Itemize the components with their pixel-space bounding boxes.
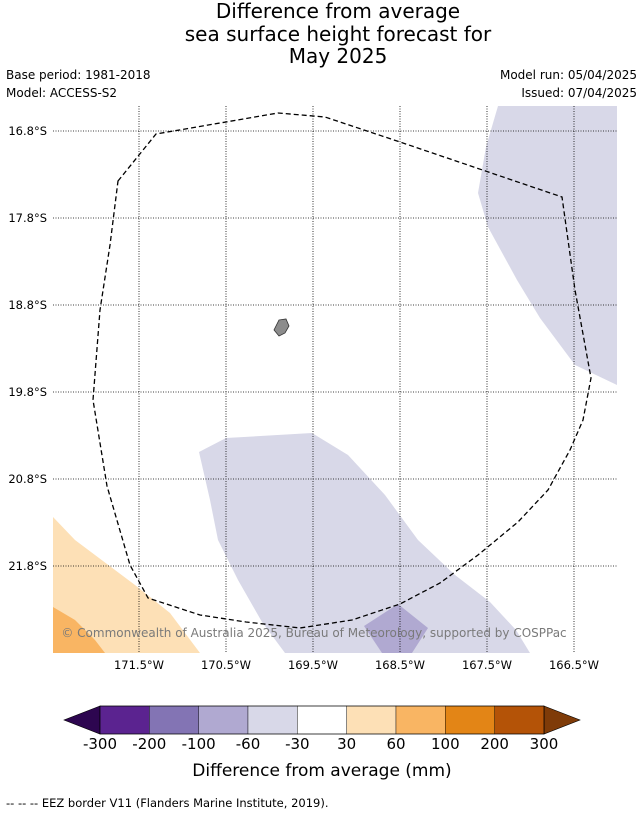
title-line-1: Difference from average (215, 0, 461, 23)
colorbar-tick-label: 300 (529, 735, 559, 753)
meta-right: Model run: 05/04/2025 Issued: 07/04/2025 (500, 66, 637, 102)
colorbar-tick-label: 200 (480, 735, 509, 753)
colorbar-segment (149, 705, 199, 735)
lat-label: 17.8°S (8, 211, 47, 225)
anomaly-region-neg-stronger (364, 604, 428, 653)
colorbar-segment (445, 705, 495, 735)
meta-left: Base period: 1981-2018 Model: ACCESS-S2 (6, 66, 151, 102)
colorbar-tick-label: 30 (337, 735, 357, 753)
title-line-2: sea surface height forecast for (184, 21, 492, 46)
chart-title: Difference from average sea surface heig… (0, 0, 644, 68)
anomaly-region-pos-stronger (53, 607, 105, 653)
base-period: Base period: 1981-2018 (6, 68, 151, 82)
colorbar-label: Difference from average (mm) (192, 761, 452, 781)
lon-label: 170.5°W (201, 658, 251, 672)
lat-label: 19.8°S (8, 385, 47, 399)
colorbar-segment (395, 705, 446, 735)
colorbar-tick-label: -200 (132, 735, 167, 753)
map-gridlines (53, 106, 617, 653)
colorbar-tick-label: 60 (386, 735, 406, 753)
copyright-notice: © Commonwealth of Australia 2025, Bureau… (61, 626, 566, 640)
anomaly-region-neg-northeast (478, 106, 617, 385)
lon-label: 167.5°W (462, 658, 512, 672)
latitude-labels: 16.8°S 17.8°S 18.8°S 19.8°S 20.8°S 21.8°… (8, 124, 47, 573)
colorbar-segment (198, 705, 249, 735)
anomaly-region-neg-south (199, 433, 530, 653)
colorbar-tick-label: -30 (285, 735, 310, 753)
lat-label: 16.8°S (8, 124, 47, 138)
longitude-labels: 171.5°W 170.5°W 169.5°W 168.5°W 167.5°W … (114, 658, 599, 672)
eez-legend-footnote: -- -- -- EEZ border V11 (Flanders Marine… (6, 796, 329, 810)
colorbar-segment (247, 705, 298, 735)
island-land (273, 318, 290, 337)
colorbar-over-triangle (543, 705, 581, 735)
colorbar (63, 705, 581, 735)
issued-date: Issued: 07/04/2025 (521, 86, 637, 100)
model-name: Model: ACCESS-S2 (6, 86, 118, 100)
colorbar-segment (99, 705, 150, 735)
lat-label: 21.8°S (8, 559, 47, 573)
model-run: Model run: 05/04/2025 (499, 68, 637, 82)
lon-label: 169.5°W (288, 658, 338, 672)
colorbar-tick-label: 100 (431, 735, 460, 753)
lon-label: 171.5°W (114, 658, 164, 672)
colorbar-segment (346, 705, 397, 735)
colorbar-segment (494, 705, 545, 735)
lon-label: 168.5°W (375, 658, 425, 672)
anomaly-region-pos-southwest (53, 517, 200, 653)
map-area: © Commonwealth of Australia 2025, Bureau… (53, 106, 617, 653)
title-line-3: May 2025 (288, 44, 388, 68)
eez-border (92, 112, 592, 629)
colorbar-tick-label: -100 (181, 735, 216, 753)
lat-label: 20.8°S (8, 472, 47, 486)
lon-label: 166.5°W (549, 658, 599, 672)
lat-label: 18.8°S (8, 298, 47, 312)
colorbar-tick-label: -60 (235, 735, 261, 753)
colorbar-frame (99, 705, 545, 735)
colorbar-segment (297, 705, 347, 735)
colorbar-under-triangle (63, 705, 101, 735)
colorbar-tick-label: -300 (82, 735, 118, 753)
